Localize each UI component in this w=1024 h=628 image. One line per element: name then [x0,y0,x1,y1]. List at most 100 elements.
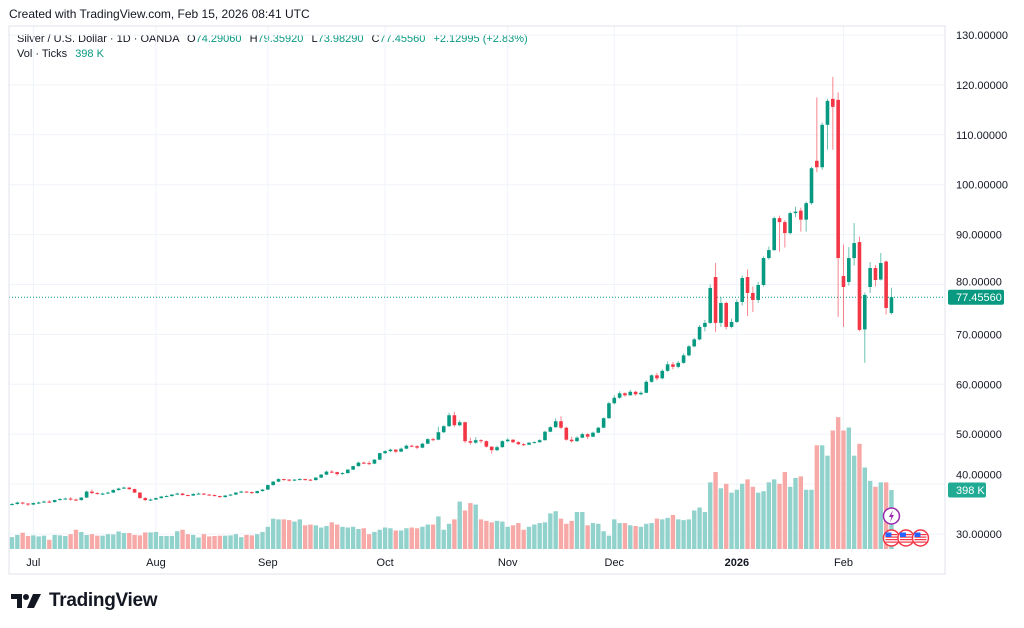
candle-body [740,278,745,302]
volume-bar [281,519,287,549]
volume-bar [617,523,622,549]
candle-body [623,393,627,396]
volume-bar [73,529,79,549]
volume-bar [223,535,228,549]
volume-bar [819,445,825,549]
volume-bar [372,531,377,549]
candle-body [665,364,670,371]
volume-bar [787,486,793,549]
price-tick-label: 60.00000 [956,379,1002,391]
volume-bar [244,534,249,549]
candle-body [164,496,169,498]
volume-bar [127,533,132,549]
candle-body [314,477,318,481]
tradingview-logo-icon [11,594,41,608]
price-tick-label: 100.00000 [956,180,1008,192]
volume-bar [105,534,111,549]
volume-bar [564,523,569,549]
candle-body [335,472,339,475]
candle-body [116,488,121,491]
volume-label: 398 K [956,485,985,497]
candle-body [836,99,840,259]
volume-bar [446,523,452,549]
last-price-label: 77.45560 [956,292,1002,304]
low-value: 73.98290 [317,33,364,45]
volume-bar [457,501,462,549]
volume-bar [782,471,788,549]
volume-title[interactable]: Vol · Ticks [17,48,68,60]
volume-bar [63,535,68,549]
volume-bar [857,443,862,549]
candle-body [591,432,595,437]
candle-body [671,364,675,367]
candle-body [42,501,46,503]
volume-bar [638,526,644,549]
tradingview-wordmark: TradingView [49,590,158,611]
price-tick-label: 30.00000 [956,529,1002,541]
candle-body [601,418,606,428]
candle-body [841,276,846,287]
volume-bar [47,539,52,549]
candle-body [271,481,275,486]
volume-bar [249,535,255,549]
candle-body [745,277,750,293]
time-tick-label: Dec [605,557,625,569]
time-tick-label: Oct [377,557,394,569]
candle-body [580,434,585,438]
candle-body [863,294,867,330]
volume-bar [473,504,478,549]
price-tick-label: 90.00000 [956,230,1002,242]
volume-bar [841,430,846,549]
volume-bar [654,518,660,549]
price-tick-label: 110.00000 [956,130,1007,142]
candle-body [122,487,126,489]
price-tick-label: 120.00000 [956,80,1008,92]
time-tick-label: Jul [26,557,40,569]
created-caption: Created with TradingView.com, Feb 15, 20… [9,7,310,21]
candle-body [425,439,430,444]
volume-bar [148,532,153,549]
volume-bar [292,521,297,549]
us-flag-icon[interactable] [911,529,930,547]
volume-bar [702,511,708,549]
symbol-title[interactable]: Silver / U.S. Dollar · 1D · OANDA [17,33,179,45]
volume-bar [825,455,830,549]
volume-bar [308,524,313,549]
volume-bar [628,525,633,549]
volume-bar [212,535,217,549]
volume-bar [100,535,105,549]
volume-bar [660,519,665,549]
lightning-icon[interactable] [882,507,901,525]
volume-bar [398,530,404,549]
candle-body [330,471,334,473]
chart-legend: Silver / U.S. Dollar · 1D · OANDA O74.29… [17,32,528,62]
price-tick-label: 50.00000 [956,429,1002,441]
volume-bar [404,528,409,549]
candle-body [441,426,446,433]
price-axis[interactable]: 130.00000 120.00000 110.00000 100.00000 90.0… [956,30,1008,541]
candle-body [111,490,116,493]
time-axis[interactable]: Jul Aug Sep Oct Nov Dec 2026 Feb [26,557,853,569]
volume-bar [734,489,740,549]
volume-bar [238,537,244,549]
candle-body [735,301,739,322]
candle-body [847,258,851,283]
volume-bar [692,510,697,549]
volume-bar [377,529,382,549]
volume-bar [532,524,537,549]
candle-body [644,381,649,393]
volume-bar [553,511,558,549]
candle-body [436,432,441,440]
volume-bar [494,520,500,549]
volume-bar [713,471,718,549]
volume-bar [111,534,116,549]
us-flag-icon[interactable] [897,529,915,547]
volume-bar [276,519,281,549]
price-tick-label: 40.00000 [956,470,1002,482]
volume-bar [137,535,143,549]
candle-body [244,491,249,493]
us-flag-icon[interactable] [882,529,901,547]
candle-body [282,479,286,481]
tradingview-logo[interactable]: TradingView [11,590,158,612]
